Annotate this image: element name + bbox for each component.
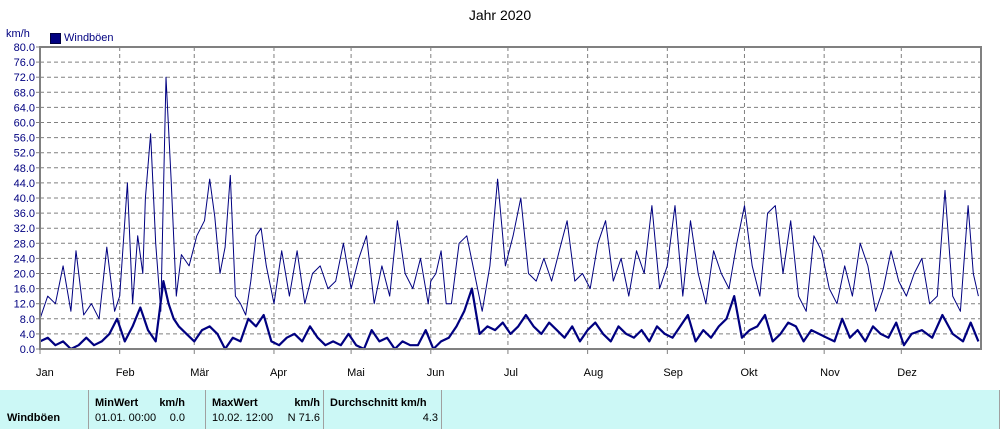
svg-text:68.0: 68.0 (14, 87, 35, 99)
series-gust-line (39, 76, 979, 320)
svg-text:72.0: 72.0 (14, 72, 35, 84)
min-value: 0.0 (169, 412, 185, 424)
y-axis-unit: km/h (6, 28, 30, 40)
empty-column (441, 390, 1000, 429)
svg-text:32.0: 32.0 (14, 223, 35, 235)
series-lines (39, 76, 980, 351)
svg-text:44.0: 44.0 (14, 178, 35, 190)
svg-text:52.0: 52.0 (14, 148, 35, 160)
min-unit: km/h (159, 397, 185, 409)
svg-text:Nov: Nov (820, 367, 840, 379)
svg-text:64.0: 64.0 (14, 102, 35, 114)
chart-title: Jahr 2020 (468, 7, 532, 23)
avg-value: 4.3 (422, 412, 438, 424)
grid-lines (40, 47, 981, 349)
svg-text:Jan: Jan (36, 367, 54, 379)
svg-text:Feb: Feb (116, 367, 135, 379)
stats-table: Windböen MinWert km/h 01.01. 00:00 0.0 M… (0, 390, 1000, 429)
max-unit: km/h (294, 397, 320, 409)
svg-text:36.0: 36.0 (14, 208, 35, 220)
min-column: MinWert km/h 01.01. 00:00 0.0 (88, 390, 189, 429)
svg-text:4.0: 4.0 (20, 329, 35, 341)
svg-text:Sep: Sep (663, 367, 683, 379)
max-header: MaxWert (212, 397, 258, 409)
svg-text:Mär: Mär (190, 367, 209, 379)
svg-text:Dez: Dez (897, 367, 917, 379)
svg-text:Apr: Apr (270, 367, 287, 379)
svg-text:16.0: 16.0 (14, 284, 35, 296)
plot-frame (39, 46, 982, 350)
series-mean-line (39, 280, 980, 351)
svg-text:8.0: 8.0 (20, 314, 35, 326)
svg-text:48.0: 48.0 (14, 163, 35, 175)
svg-text:80.0: 80.0 (14, 42, 35, 54)
avg-column: Durchschnitt km/h 4.3 (323, 390, 442, 429)
svg-text:Jun: Jun (427, 367, 445, 379)
svg-text:56.0: 56.0 (14, 133, 35, 145)
stats-row-label: Windböen (7, 412, 61, 424)
avg-header: Durchschnitt km/h (330, 397, 427, 409)
svg-text:40.0: 40.0 (14, 193, 35, 205)
svg-text:76.0: 76.0 (14, 57, 35, 69)
legend-swatch-icon (50, 32, 61, 44)
svg-text:12.0: 12.0 (14, 299, 35, 311)
svg-text:0.0: 0.0 (20, 344, 35, 356)
svg-text:Okt: Okt (740, 367, 757, 379)
svg-text:Jul: Jul (504, 367, 518, 379)
svg-text:60.0: 60.0 (14, 118, 35, 130)
max-value: N 71.6 (287, 412, 320, 424)
min-header: MinWert (95, 397, 139, 409)
svg-text:Aug: Aug (584, 367, 604, 379)
y-axis-ticks: 0.0 4.0 8.0 12.0 16.0 20.0 24.0 28.0 32.0 36.0 40.… (14, 42, 40, 356)
max-column: MaxWert km/h 10.02. 12:00 N 71.6 (205, 390, 324, 429)
min-time: 01.01. 00:00 (95, 412, 157, 424)
svg-text:20.0: 20.0 (14, 269, 35, 281)
x-axis-ticks: Jan Feb Mär Apr Mai Jun Jul Aug Sep Okt Nov Dez (36, 349, 917, 379)
max-time: 10.02. 12:00 (212, 412, 274, 424)
svg-text:28.0: 28.0 (14, 238, 35, 250)
line-chart: 0.0 4.0 8.0 12.0 16.0 20.0 24.0 28.0 32.0 36.0 40.… (14, 42, 982, 379)
legend: Windböen (50, 32, 114, 44)
svg-text:24.0: 24.0 (14, 253, 35, 265)
legend-label: Windböen (64, 32, 114, 44)
svg-text:Mai: Mai (347, 367, 365, 379)
